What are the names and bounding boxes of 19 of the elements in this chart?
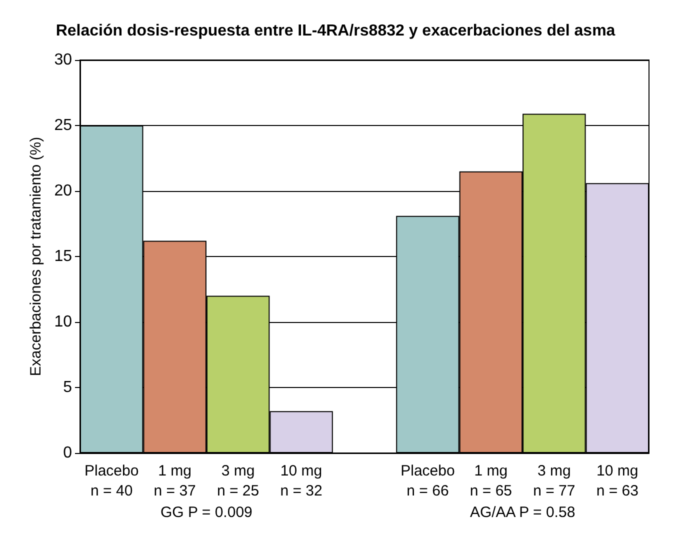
- y-tick-label: 15: [54, 248, 72, 265]
- x-tick-label: 3 mg n = 77: [533, 462, 576, 500]
- text: GG P = 0.009: [160, 504, 252, 521]
- y-tick-label: 5: [63, 379, 72, 396]
- y-tick-label: 25: [54, 117, 72, 134]
- y-tick-label: 30: [54, 52, 72, 68]
- y-tick-label: 20: [54, 182, 72, 200]
- y-axis-title: Exacerbaciones por tratamiento (%): [27, 136, 44, 376]
- y-tick-label: 10: [54, 314, 72, 330]
- x-tick-label: 10 mg n = 63: [596, 462, 638, 500]
- y-tick-label: 0: [63, 444, 72, 462]
- x-tick-label: Placebo n = 66: [400, 462, 455, 500]
- x-tick-label: 1 mg n = 65: [470, 462, 512, 500]
- x-tick-label: 10 mg n = 32: [280, 462, 322, 500]
- x-tick-label: 1 mg n = 37: [154, 462, 196, 500]
- text: AG/AA P = 0.58: [470, 504, 576, 521]
- x-tick-label: 3 mg n = 25: [216, 462, 260, 500]
- chart-title: Relación dosis-respuesta entre IL-4RA/rs8832 y exacerbaciones del asma: [56, 22, 616, 40]
- x-tick-label: Placebo n = 40: [84, 462, 139, 500]
